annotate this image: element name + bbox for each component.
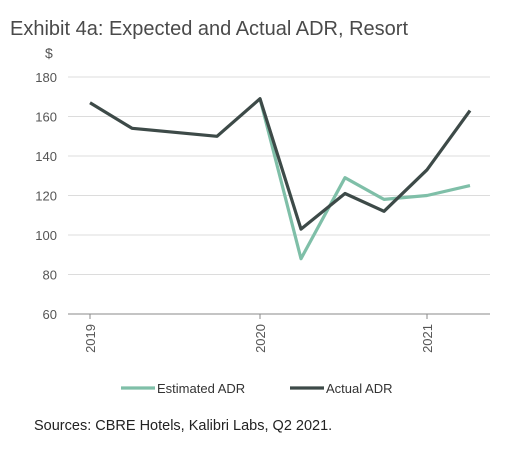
legend: Estimated ADR Actual ADR	[121, 381, 392, 396]
x-axis-ticks: 2019 2020 2021	[83, 314, 435, 353]
series-line-estimated-adr	[258, 98, 471, 261]
y-tick-label-100: 100	[35, 228, 57, 243]
y-axis-unit-label: $	[45, 45, 53, 61]
legend-label-actual-adr: Actual ADR	[326, 381, 392, 396]
series-line-actual-adr	[89, 97, 472, 231]
x-tick-label-2021: 2021	[420, 324, 435, 353]
y-tick-label-140: 140	[35, 149, 57, 164]
grid-lines	[68, 76, 490, 315]
x-tick-label-2020: 2020	[253, 324, 268, 353]
source-note: Sources: CBRE Hotels, Kalibri Labs, Q2 2…	[34, 418, 333, 434]
y-tick-label-180: 180	[35, 70, 57, 85]
chart-title: Exhibit 4a: Expected and Actual ADR, Res…	[10, 18, 408, 40]
series-lines	[89, 97, 472, 261]
y-tick-label-120: 120	[35, 189, 57, 204]
y-tick-labels: 60 80 100 120 140 160 180	[35, 70, 57, 322]
legend-label-estimated-adr: Estimated ADR	[157, 381, 245, 396]
y-tick-label-80: 80	[43, 268, 57, 283]
x-tick-label-2019: 2019	[83, 324, 98, 353]
y-tick-label-160: 160	[35, 110, 57, 125]
y-tick-label-60: 60	[43, 307, 57, 322]
